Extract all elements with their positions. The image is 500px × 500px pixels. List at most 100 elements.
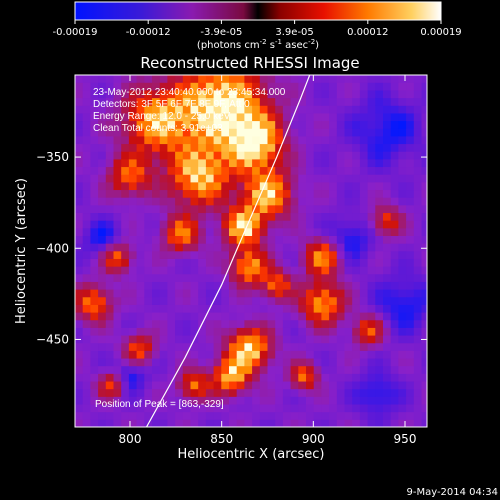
heatmap-cell [375,258,384,267]
heatmap-cell [213,181,222,191]
heatmap-cell [259,342,268,351]
heatmap-cell [144,128,153,137]
heatmap-cell [406,396,415,405]
heatmap-cell [113,166,122,175]
heatmap-cell [182,358,191,367]
heatmap-cell [121,419,130,427]
heatmap-cell [359,212,369,221]
heatmap-cell [128,335,138,344]
heatmap-cell [175,166,184,175]
heatmap-cell [105,388,114,397]
heatmap-cell [128,128,138,137]
heatmap-cell [159,281,168,290]
heatmap-cell [390,273,399,282]
heatmap-cell [159,312,168,321]
heatmap-cell [98,289,107,298]
heatmap-cell [390,204,399,214]
heatmap-cell [190,250,199,259]
heatmap-cell [98,388,107,397]
heatmap-cell [159,227,168,236]
heatmap-cell [82,243,91,252]
heatmap-cell [213,381,222,390]
heatmap-cell [421,197,427,206]
heatmap-cell [236,151,245,160]
heatmap-cell [182,289,191,298]
heatmap-cell [236,97,245,106]
heatmap-cell [344,381,353,390]
heatmap-cell [198,342,207,351]
heatmap-cell [398,120,407,129]
heatmap-cell [367,419,376,427]
heatmap-cell [329,358,338,367]
heatmap-cell [213,319,222,328]
heatmap-cell [190,204,199,214]
heatmap-cell [190,174,199,183]
heatmap-cell [175,312,184,321]
heatmap-cell [252,151,261,160]
heatmap-cell [136,166,145,175]
heatmap-cell [213,358,222,367]
heatmap-cell [321,258,330,267]
heatmap-cell [344,212,353,221]
heatmap-cell [213,151,222,160]
heatmap-cell [321,181,330,191]
heatmap-cell [244,258,253,267]
heatmap-cell [359,396,369,405]
heatmap-cell [298,396,307,405]
heatmap-cell [344,181,353,191]
heatmap-cell [159,404,168,413]
heatmap-cell [313,312,322,321]
heatmap-cell [267,120,276,129]
heatmap-cell [144,189,153,198]
heatmap-cell [175,404,184,413]
heatmap-cell [321,204,330,214]
heatmap-cell [144,97,153,106]
heatmap-cell [205,404,215,413]
heatmap-cell [136,75,145,83]
heatmap-cell [167,120,176,129]
heatmap-cell [359,319,369,328]
heatmap-cell [244,105,253,114]
heatmap-cell [121,304,130,313]
heatmap-cell [167,319,176,328]
heatmap-cell [159,181,168,191]
heatmap-cell [152,166,161,175]
heatmap-cell [352,89,361,99]
heatmap-cell [236,250,245,259]
heatmap-cell [329,135,338,145]
heatmap-cell [413,97,422,106]
heatmap-cell [306,166,315,175]
heatmap-cell [244,89,253,99]
colorbar: -0.00019 -0.00012 -3.9e-05 3.9e-05 0.00012 0.… [53,1,462,51]
heatmap-cell [344,304,353,313]
heatmap-cell [383,243,392,252]
heatmap-cell [182,181,191,191]
heatmap-cell [198,166,207,175]
heatmap-cell [205,258,215,267]
heatmap-cell [136,296,145,305]
heatmap-cell [413,166,422,175]
heatmap-cell [121,319,130,328]
heatmap-cell [275,174,284,183]
heatmap-cell [352,404,361,413]
heatmap-cell [229,312,238,321]
heatmap-cell [205,350,215,359]
heatmap-cell [98,273,107,282]
heatmap-cell [383,273,392,282]
heatmap-cell [198,350,207,359]
heatmap-cell [367,235,376,244]
heatmap-cell [113,365,122,374]
heatmap-cell [75,135,84,145]
heatmap-cell [152,151,161,160]
heatmap-cell [128,365,138,374]
heatmap-cell [175,82,184,91]
heatmap-cell [75,112,84,122]
heatmap-cell [105,112,114,122]
heatmap-cell [390,281,399,290]
heatmap-cell [190,189,199,198]
heatmap-cell [282,120,292,129]
heatmap-cell [236,120,245,129]
heatmap-cell [398,174,407,183]
heatmap-cell [82,411,91,420]
heatmap-cell [113,327,122,336]
